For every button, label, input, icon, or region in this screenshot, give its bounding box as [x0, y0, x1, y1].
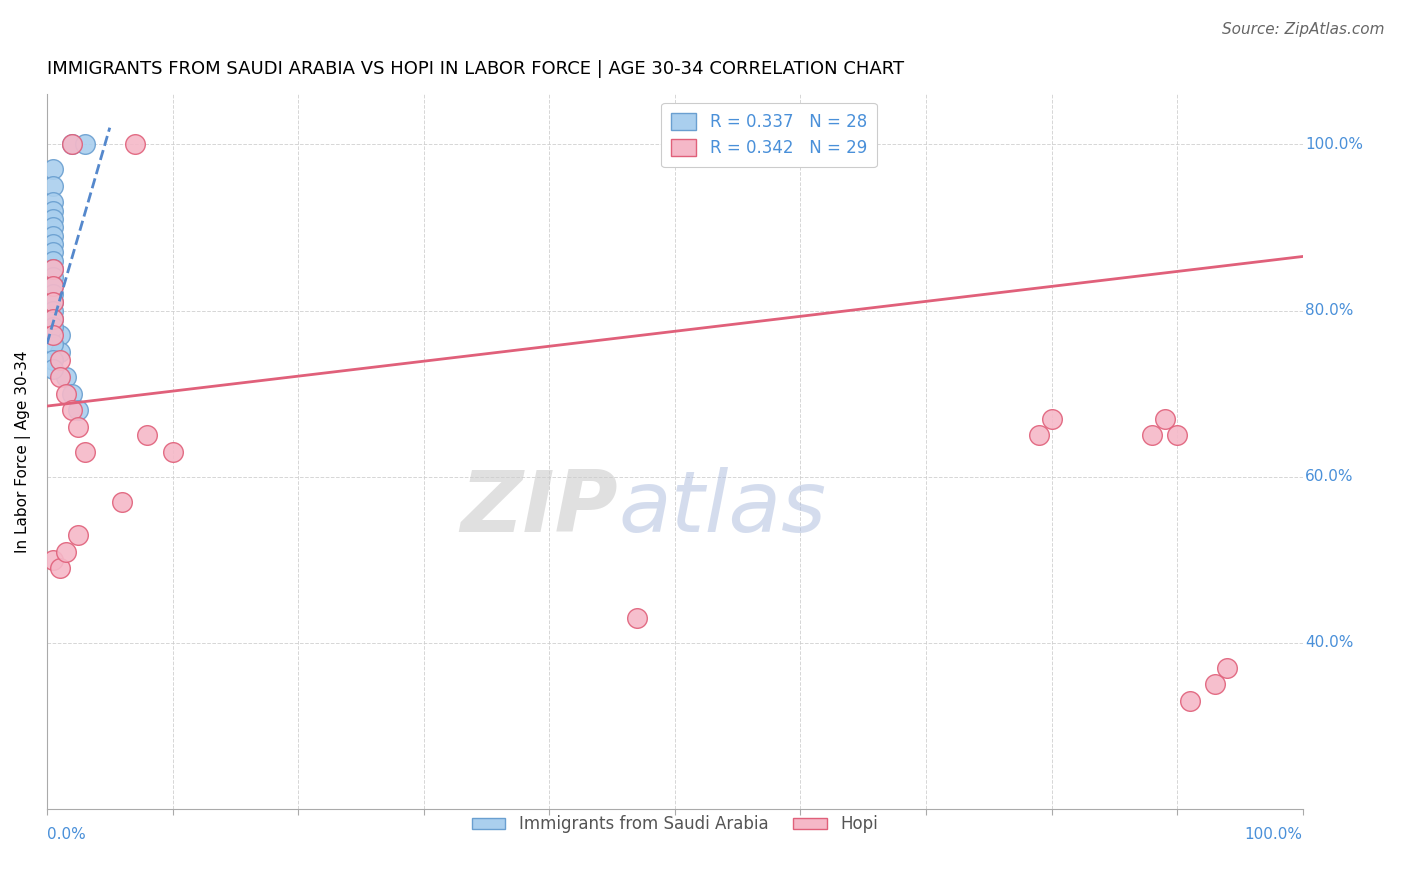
Point — [42, 237, 65, 252]
Point — [42, 295, 65, 310]
Point — [67, 528, 90, 542]
Legend: Immigrants from Saudi Arabia, Hopi: Immigrants from Saudi Arabia, Hopi — [465, 809, 884, 840]
Point — [1166, 428, 1188, 442]
Point — [42, 262, 65, 277]
Point — [42, 195, 65, 210]
Point — [60, 137, 83, 152]
Text: 0.0%: 0.0% — [46, 827, 86, 842]
Point — [42, 228, 65, 243]
Point — [42, 220, 65, 235]
Point — [1216, 661, 1239, 675]
Point — [42, 311, 65, 326]
Point — [60, 403, 83, 417]
Point — [42, 162, 65, 177]
Point — [60, 386, 83, 401]
Point — [48, 345, 70, 359]
Point — [42, 303, 65, 318]
Point — [1178, 694, 1201, 708]
Point — [42, 178, 65, 193]
Point — [67, 403, 90, 417]
Point — [42, 203, 65, 218]
Point — [1028, 428, 1050, 442]
Text: IMMIGRANTS FROM SAUDI ARABIA VS HOPI IN LABOR FORCE | AGE 30-34 CORRELATION CHAR: IMMIGRANTS FROM SAUDI ARABIA VS HOPI IN … — [46, 60, 904, 78]
Y-axis label: In Labor Force | Age 30-34: In Labor Force | Age 30-34 — [15, 351, 31, 553]
Point — [42, 353, 65, 368]
Point — [162, 444, 184, 458]
Point — [67, 420, 90, 434]
Point — [42, 311, 65, 326]
Point — [42, 245, 65, 260]
Point — [48, 328, 70, 343]
Text: atlas: atlas — [619, 467, 827, 550]
Point — [1153, 411, 1175, 425]
Point — [42, 336, 65, 351]
Point — [111, 494, 134, 508]
Point — [55, 544, 77, 558]
Point — [42, 320, 65, 334]
Point — [48, 370, 70, 384]
Point — [73, 137, 96, 152]
Point — [1040, 411, 1063, 425]
Point — [1204, 677, 1226, 691]
Point — [42, 328, 65, 343]
Point — [42, 278, 65, 293]
Point — [48, 561, 70, 575]
Point — [42, 361, 65, 376]
Text: 100.0%: 100.0% — [1305, 136, 1364, 152]
Text: ZIP: ZIP — [461, 467, 619, 550]
Point — [42, 262, 65, 277]
Point — [55, 370, 77, 384]
Point — [42, 270, 65, 285]
Point — [124, 137, 146, 152]
Point — [136, 428, 159, 442]
Point — [42, 278, 65, 293]
Point — [42, 253, 65, 268]
Text: Source: ZipAtlas.com: Source: ZipAtlas.com — [1222, 22, 1385, 37]
Text: 100.0%: 100.0% — [1244, 827, 1303, 842]
Point — [42, 553, 65, 567]
Point — [626, 611, 648, 625]
Text: 80.0%: 80.0% — [1305, 303, 1354, 318]
Point — [42, 295, 65, 310]
Point — [42, 212, 65, 227]
Text: 40.0%: 40.0% — [1305, 635, 1354, 650]
Point — [60, 137, 83, 152]
Text: 60.0%: 60.0% — [1305, 469, 1354, 484]
Point — [48, 353, 70, 368]
Point — [1140, 428, 1163, 442]
Point — [42, 286, 65, 301]
Point — [55, 386, 77, 401]
Point — [73, 444, 96, 458]
